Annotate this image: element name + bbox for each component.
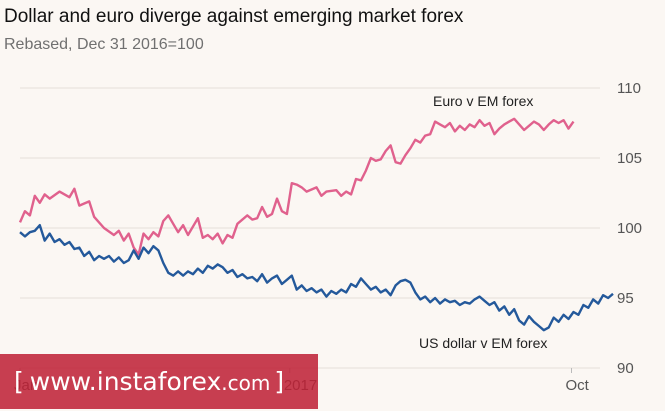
y-tick-label: 95 [617, 290, 634, 307]
watermark-close-bracket: ] [274, 367, 285, 396]
series-lines [18, 117, 614, 332]
chart-subtitle: Rebased, Dec 31 2016=100 [4, 36, 204, 53]
series-label: Euro v EM forex [433, 93, 533, 109]
watermark-domain: www.instaforex [29, 367, 222, 396]
y-tick-label: 90 [617, 360, 634, 377]
watermark-banner: [www.instaforex.com] [0, 354, 318, 409]
series-label: US dollar v EM forex [419, 335, 547, 351]
series-line [18, 117, 575, 256]
y-tick-label: 105 [617, 150, 642, 167]
y-tick-label: 100 [617, 220, 642, 237]
y-tick-label: 110 [617, 80, 641, 97]
series-line [19, 224, 614, 332]
chart-title: Dollar and euro diverge against emerging… [4, 6, 464, 27]
watermark-tld: .com [221, 371, 271, 395]
x-tick-label: Oct [565, 377, 589, 394]
watermark-open-bracket: [ [14, 367, 24, 396]
